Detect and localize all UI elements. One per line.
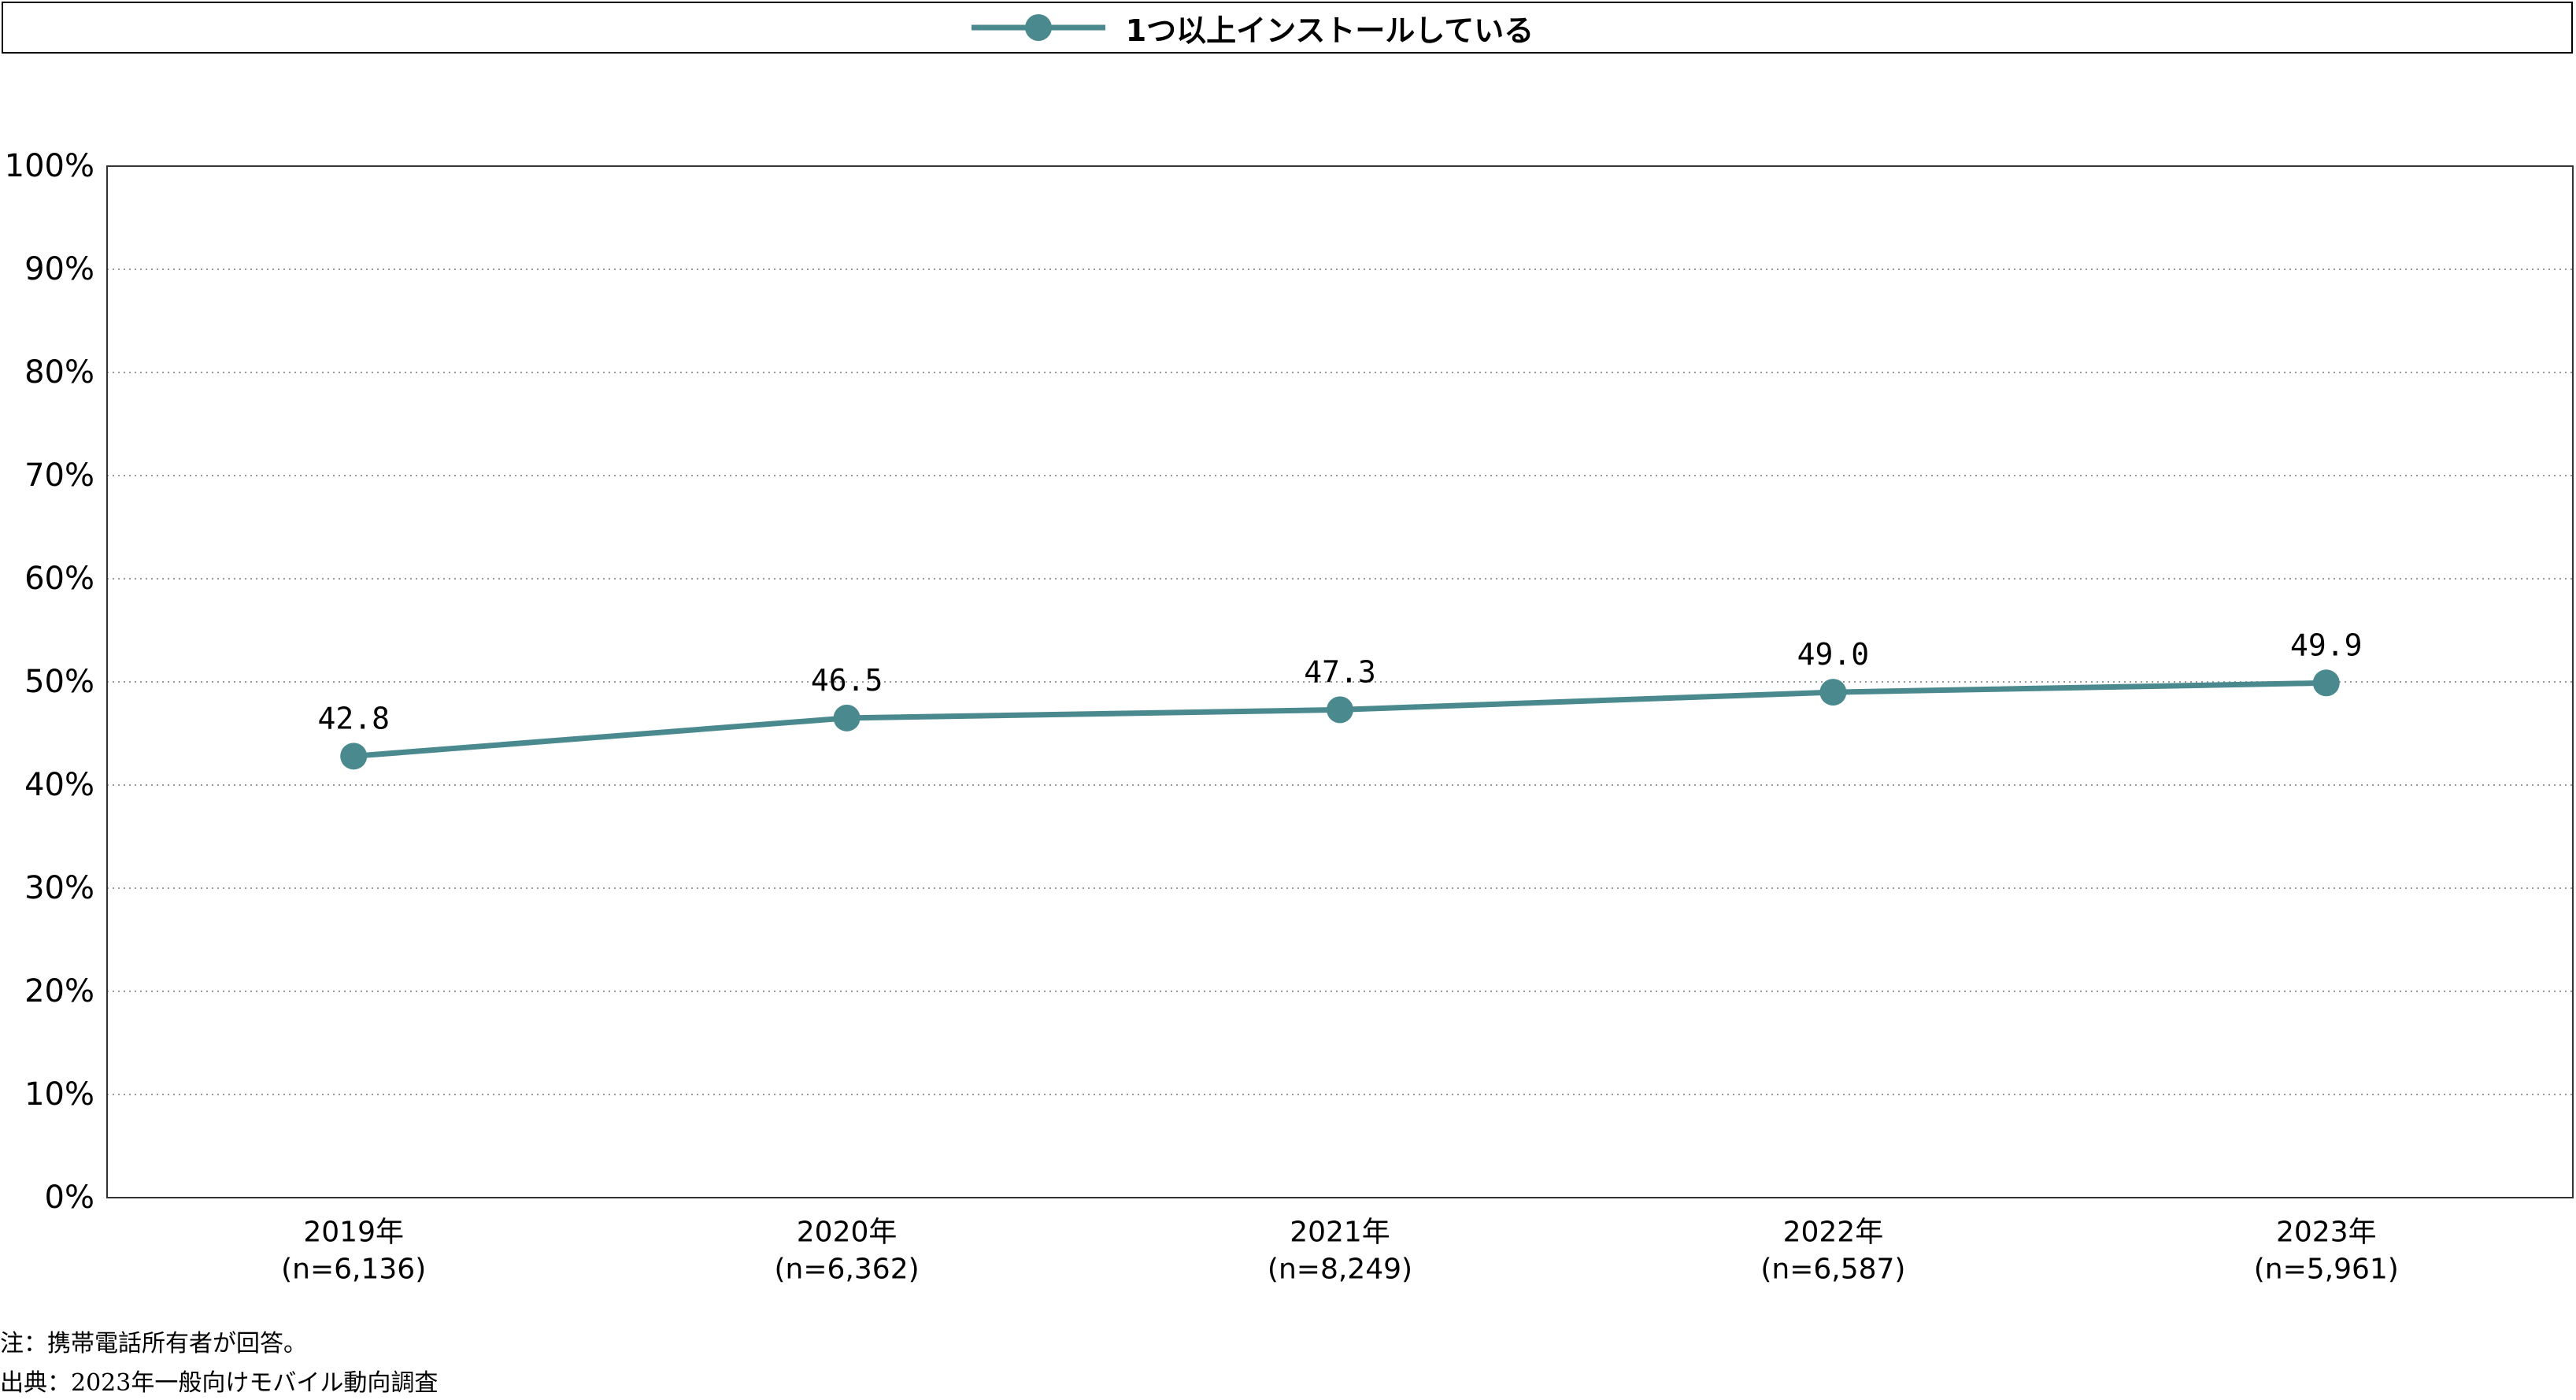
x-tick-sublabel: (n=5,961) [2254,1254,2399,1286]
data-label: 49.0 [1797,637,1870,672]
x-tick-sublabel: (n=6,362) [775,1254,920,1286]
y-tick-label: 80% [24,354,94,391]
x-tick-sublabel: (n=6,587) [1760,1254,1905,1286]
data-point [833,704,861,731]
y-tick-label: 90% [24,251,94,287]
note-text: 注：携帯電話所有者が回答。 [0,1330,307,1357]
data-label: 42.8 [317,701,390,735]
y-tick-label: 40% [24,767,94,803]
x-tick-label: 2022年 [1783,1217,1884,1249]
x-tick-sublabel: (n=8,249) [1268,1254,1412,1286]
data-label: 47.3 [1304,654,1376,689]
data-label: 49.9 [2290,628,2363,662]
legend-swatch-icon [971,14,1105,41]
legend: 1つ以上インストールしている [2,2,2573,54]
y-tick-label: 10% [24,1076,94,1113]
y-tick-label: 30% [24,870,94,906]
legend-entry: 1つ以上インストールしている [971,6,1534,50]
x-tick-label: 2021年 [1290,1217,1390,1249]
data-point [1327,696,1353,724]
y-tick-label: 70% [24,457,94,494]
line-chart: 0% 10% 20% 30% 40% 50% 60% 70% 80% 90% 100% 2019年 (n… [5,148,2574,1286]
y-tick-label: 20% [24,973,94,1009]
footnotes: 注：携帯電話所有者が回答。 出典：2023年一般向けモバイル動向調査 [0,1324,438,1400]
x-tick-sublabel: (n=6,136) [281,1254,426,1286]
x-tick-label: 2020年 [797,1217,898,1249]
data-point [1819,679,1847,706]
data-label: 46.5 [811,663,883,698]
x-tick-label: 2023年 [2276,1217,2377,1249]
y-tick-label: 50% [24,664,94,700]
y-tick-label: 60% [24,561,94,597]
y-tick-label: 100% [5,148,94,184]
x-tick-label: 2019年 [303,1217,404,1249]
plot-area-border [106,165,2574,1198]
legend-label: 1つ以上インストールしている [1125,13,1534,48]
y-tick-label: 0% [45,1180,94,1216]
data-point [2312,669,2340,697]
source-text: 出典：2023年一般向けモバイル動向調査 [0,1369,439,1397]
data-point [340,743,368,770]
